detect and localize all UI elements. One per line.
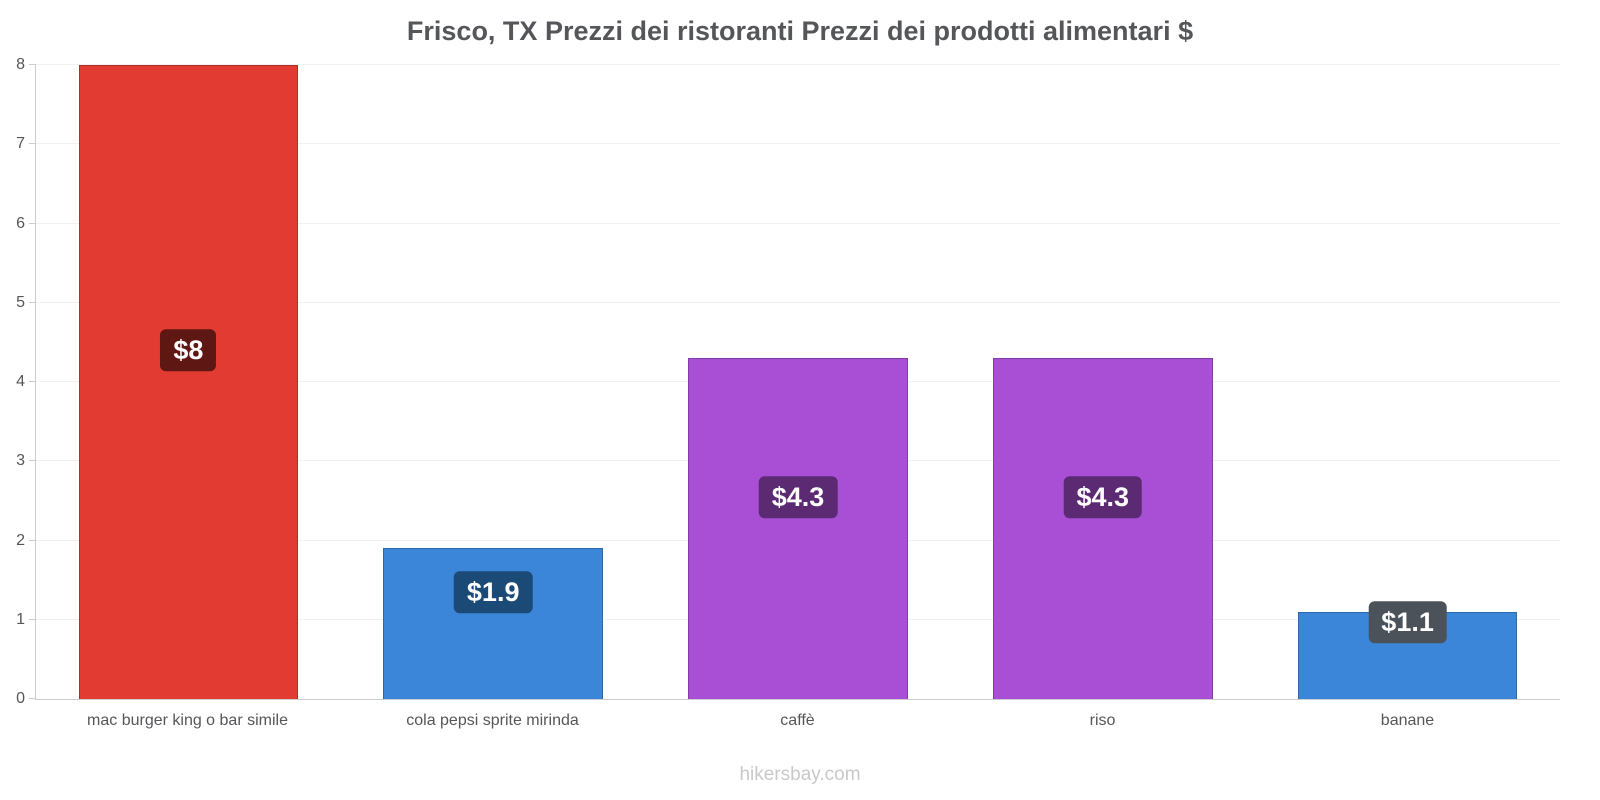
gridline [36,143,1560,145]
plot-area: 0 1 2 3 4 5 6 7 8 $8 $1.9 $4.3 $4.3 $1.1 [16,56,1560,707]
bar-4 [993,358,1213,699]
bar-value-label: $8 [160,329,217,372]
axis-tick-mark [29,381,36,382]
bar-value-label: $1.1 [1368,600,1447,644]
axis-tick-mark [29,222,36,224]
bar-slot: $8 [36,65,341,699]
gridline [36,301,1560,303]
category-label: mac burger king o bar simile [87,712,288,729]
gridline [36,222,1560,224]
axis-tick-mark [29,301,36,303]
bar-slot: $4.3 [950,65,1255,699]
bar-1 [78,65,299,699]
gridline [36,64,1560,65]
category-label: caffè [780,712,815,729]
chart-title: Frisco, TX Prezzi dei ristoranti Prezzi … [406,16,1194,46]
watermark: hikersbay.com [739,764,861,785]
category-label: riso [1089,712,1116,729]
y-tick-label: 4 [16,373,25,390]
bar-value-label: $4.3 [1063,475,1143,519]
category-label: cola pepsi sprite mirinda [406,712,579,729]
axis-tick-mark [29,64,36,65]
y-tick-label: 8 [16,56,25,73]
x-axis-category-labels: mac burger king o bar simile cola pepsi s… [35,712,1560,730]
axis-tick-mark [29,618,36,620]
y-tick-label: 0 [16,690,25,707]
axis-tick-mark [29,539,36,541]
bar-slot: $1.9 [341,65,646,699]
y-tick-label: 6 [16,214,25,232]
y-tick-label: 5 [16,293,25,311]
axis-tick-mark [29,460,36,462]
y-tick-label: 2 [16,531,25,549]
y-tick-label: 3 [16,452,25,470]
axis-tick-mark [29,143,36,145]
bar-value-label: $1.9 [453,570,533,614]
bars-container: $8 $1.9 $4.3 $4.3 $1.1 [36,65,1560,699]
y-tick-label: 7 [16,135,25,153]
category-label: banane [1380,712,1435,729]
bar-3 [688,358,908,699]
bar-value-label: $4.3 [758,475,838,519]
axis-tick-mark [29,698,36,699]
bar-slot: $1.1 [1255,65,1560,699]
y-tick-label: 1 [16,610,25,628]
bar-slot: $4.3 [646,65,951,699]
